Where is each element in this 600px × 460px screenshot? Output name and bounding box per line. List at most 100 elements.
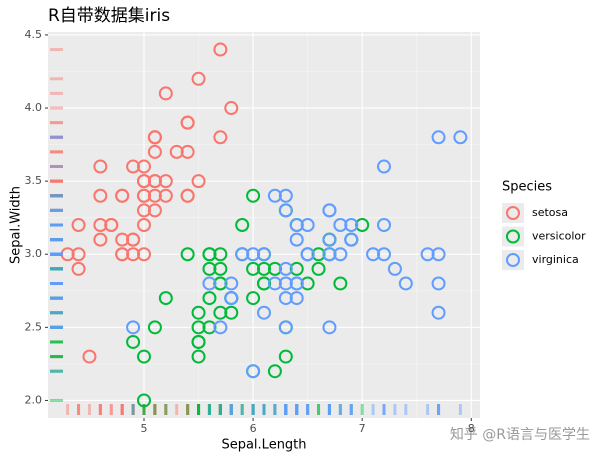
point [71,218,86,232]
point [191,305,206,320]
point [93,232,108,247]
point [147,203,162,218]
point [333,247,348,262]
point [344,232,359,247]
point [126,334,141,349]
point [311,247,326,262]
point [311,261,326,276]
point [267,364,282,379]
point [169,144,184,159]
point [191,320,206,335]
point [137,203,151,218]
y-tick-label: 3.5 [25,174,43,187]
point [71,261,86,276]
legend-marker [506,253,520,267]
point [147,188,162,203]
point [213,305,228,320]
point [431,305,446,320]
legend-label: virginica [532,253,579,266]
point [158,174,173,189]
point [93,218,108,232]
point [322,232,337,247]
point [93,188,108,203]
point [202,247,217,262]
point [224,276,239,291]
point [126,247,141,262]
point [322,203,337,218]
point [453,130,468,145]
point [246,364,261,379]
point [267,261,282,276]
point [115,247,130,262]
point [224,101,239,116]
x-axis-label: Sepal.Length [221,438,306,453]
point [147,320,162,335]
point [202,291,217,306]
y-tick-label: 4.5 [25,28,43,41]
y-axis-label: Sepal.Width [9,186,24,264]
point [278,188,293,203]
y-tick-label: 3.0 [25,247,43,260]
point [158,291,173,306]
point [333,276,348,291]
y-tick-label: 2.0 [25,393,43,406]
point [322,247,337,262]
point [137,174,151,189]
point [104,218,119,232]
point [147,144,162,159]
point [235,218,250,232]
point [213,276,228,291]
point [300,218,315,232]
point [377,247,391,262]
legend-key [502,203,524,223]
point [300,276,315,291]
point [213,130,228,145]
point [431,130,446,145]
point [377,159,391,174]
point [60,247,75,262]
point [278,261,293,276]
legend-key [502,226,524,247]
point [147,174,162,189]
point [191,334,206,349]
point [289,218,304,232]
point [202,276,217,291]
point [213,42,228,57]
point [82,349,97,364]
point [387,261,402,276]
point [333,218,348,232]
point [180,247,195,262]
point [278,203,293,218]
point [289,291,304,306]
point [213,320,228,335]
point [191,174,206,189]
point [257,247,271,262]
point [235,247,250,262]
point [257,305,271,320]
watermark: 知乎 @R语言与医学生 [450,426,590,443]
legend-marker [506,229,520,244]
x-tick-label: 7 [359,422,366,435]
point [289,232,304,247]
point [180,188,195,203]
x-tick-label: 6 [250,422,257,435]
point [213,261,228,276]
point [300,247,315,262]
point [246,188,261,203]
point [257,261,271,276]
point [278,349,293,364]
point [246,261,261,276]
point [420,247,435,262]
point [289,261,304,276]
y-tick-label: 2.5 [25,320,43,333]
point [137,247,151,262]
point [137,349,151,364]
point [366,247,381,262]
point [289,276,304,291]
point [158,86,173,101]
point [377,218,391,232]
point [180,115,195,130]
point [71,247,86,262]
y-tick-label: 4.0 [25,101,43,114]
